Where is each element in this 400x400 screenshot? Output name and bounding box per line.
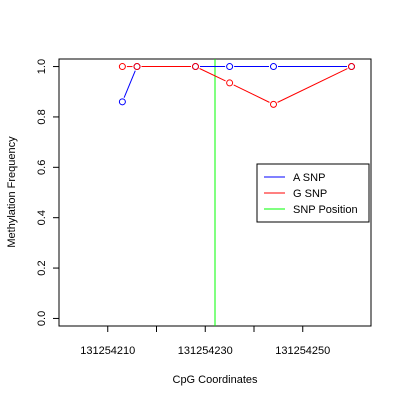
legend-label-a-snp: A SNP [293,172,325,184]
legend-label-snp-position: SNP Position [293,204,358,216]
y-tick-label: 0.2 [36,260,48,275]
g-snp-point [133,63,141,71]
y-tick-label: 1.0 [36,59,48,74]
legend: A SNP G SNP SNP Position [256,163,370,223]
series-layer [118,63,355,108]
g-snp-point [348,63,355,71]
y-axis-title: Methylation Frequency [6,136,18,248]
g-snp-segment [199,68,226,82]
x-tick-label: 131254210 [80,345,135,357]
y-tick-label: 0.4 [36,210,48,225]
a-snp-segment [123,70,136,98]
g-snp-segment [277,68,348,103]
y-tick-label: 0.0 [36,311,48,326]
a-snp-point [270,63,277,71]
y-axis: 0.0 0.2 0.4 0.6 0.8 1.0 [36,59,60,326]
g-snp-point [192,63,199,71]
y-tick-label: 0.8 [36,109,48,124]
x-axis: 131254210 131254230 131254250 [80,325,330,357]
a-snp-point [226,63,234,71]
g-snp-point [270,100,277,108]
x-tick-label: 131254230 [178,345,233,357]
g-snp-point [118,63,126,71]
legend-label-g-snp: G SNP [293,188,327,200]
x-tick-label: 131254250 [275,345,330,357]
g-snp-segment [233,84,270,103]
g-snp-point [226,79,234,87]
a-snp-point [118,98,126,106]
y-tick-label: 0.6 [36,160,48,175]
x-axis-title: CpG Coordinates [173,374,258,386]
